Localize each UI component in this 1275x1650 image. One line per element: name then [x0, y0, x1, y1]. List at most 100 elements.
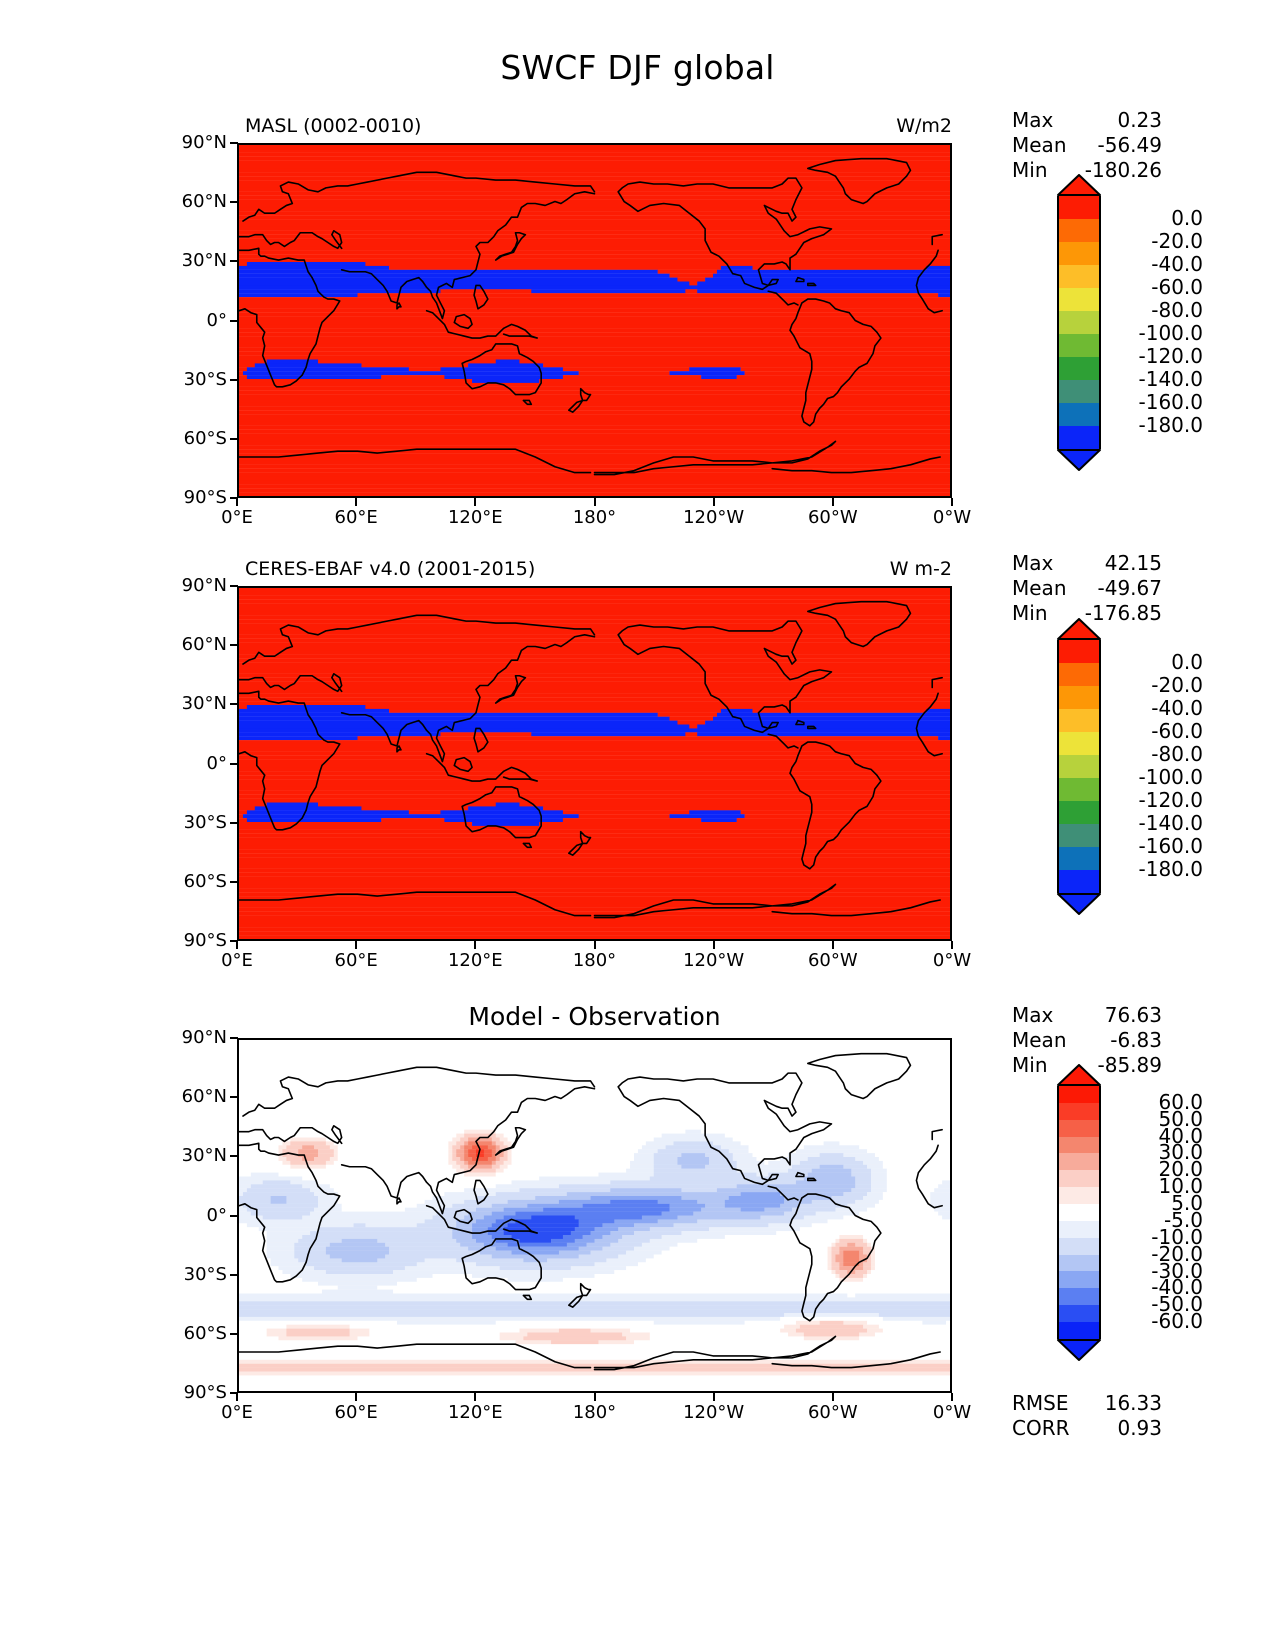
colorbar-segment — [1059, 196, 1099, 219]
panel-model-units: W/m2 — [896, 115, 952, 137]
xtick-mark — [951, 941, 953, 949]
colorbar-arrow-bottom-icon — [1057, 893, 1101, 915]
colorbar-segment — [1059, 426, 1099, 449]
stat-row: Max 0.23 — [1012, 108, 1162, 133]
stat-key: Min — [1012, 1053, 1048, 1077]
stat-row: Min -180.26 — [1012, 158, 1162, 183]
xtick-mark — [831, 1393, 834, 1401]
ytick-label: 90°N — [181, 1027, 227, 1048]
stat-row: Min -176.85 — [1012, 601, 1162, 626]
stat-value: 42.15 — [1104, 551, 1162, 575]
stat-key: Max — [1012, 551, 1054, 575]
xtick-mark — [236, 498, 238, 506]
xtick-mark — [355, 1393, 358, 1401]
colorbar-tick-label: -180.0 — [1138, 413, 1203, 437]
xtick-label: 60°E — [334, 950, 378, 971]
colorbar-segment — [1059, 801, 1099, 824]
stat-value: -180.26 — [1084, 158, 1162, 182]
xtick-mark — [593, 1393, 596, 1401]
xtick-label: 120°W — [683, 950, 745, 971]
ytick-mark — [230, 585, 238, 587]
ytick-label: 30°N — [181, 250, 227, 272]
colorbar-segment — [1059, 1254, 1099, 1272]
colorbar-arrow-top-icon — [1057, 174, 1101, 196]
stat-key: Min — [1012, 601, 1048, 625]
xtick-mark — [831, 498, 834, 506]
stat-value: 0.23 — [1117, 108, 1162, 132]
stat-value: -6.83 — [1110, 1028, 1162, 1052]
xtick-label: 60°W — [807, 950, 858, 971]
ytick-label: 90°N — [181, 575, 227, 596]
xtick-label: 0°W — [932, 950, 972, 971]
map-model — [237, 143, 952, 498]
colorbar-segment — [1059, 1288, 1099, 1306]
panel-model-caption: MASL (0002-0010) — [245, 115, 422, 137]
xtick-mark — [474, 498, 477, 506]
ytick-label: 90°S — [183, 930, 227, 951]
xtick-mark — [951, 498, 953, 506]
ytick-label: 30°N — [181, 1145, 227, 1167]
colorbar-tick-label: -180.0 — [1138, 857, 1203, 881]
ytick-mark — [230, 142, 238, 144]
colorbar-segment — [1059, 778, 1099, 801]
colorbar-scale — [1057, 196, 1101, 449]
colorbar-segment — [1059, 1136, 1099, 1154]
panel-difference-title: Model - Observation — [468, 1002, 721, 1031]
ytick-label: 0° — [206, 752, 227, 774]
ytick-mark — [230, 1155, 238, 1158]
colorbar-segment — [1059, 1305, 1099, 1323]
colorbar-labels: 60.0 50.0 40.0 30.0 20.0 10.0 5.0 -5.0 -10.0 -20.… — [1111, 1086, 1203, 1339]
ytick-label: 60°S — [183, 870, 227, 892]
stat-value: 76.63 — [1104, 1003, 1162, 1027]
colorbar-tick-label: 5.0 — [1171, 1191, 1203, 1216]
xtick-mark — [593, 941, 596, 949]
stat-key: Mean — [1012, 1028, 1067, 1052]
colorbar-segment — [1059, 1204, 1099, 1221]
ytick-mark — [230, 497, 238, 499]
footer-stat-value: 0.93 — [1117, 1416, 1162, 1440]
colorbar-tick-label: -140.0 — [1138, 367, 1203, 391]
ytick-label: 0° — [206, 1204, 227, 1226]
stat-key: Max — [1012, 1003, 1054, 1027]
colorbar-arrow-bottom-icon — [1057, 449, 1101, 471]
colorbar-segment — [1059, 824, 1099, 847]
xtick-label: 0°E — [221, 950, 253, 971]
ytick-label: 30°N — [181, 693, 227, 715]
xtick-label: 120°W — [683, 507, 745, 528]
xtick-mark — [236, 941, 238, 949]
footer-stat-key: RMSE — [1012, 1391, 1069, 1415]
xtick-label: 60°W — [807, 1402, 858, 1423]
stat-value: -49.67 — [1097, 576, 1162, 600]
ytick-mark — [230, 1096, 238, 1099]
stats-observation: Max 42.15 Mean -49.67 Min -176.85 — [1012, 551, 1162, 626]
map-field-model — [239, 145, 950, 496]
colorbar-tick-label: -10.0 — [1151, 1224, 1203, 1249]
colorbar-tick-label: 0.0 — [1171, 650, 1203, 674]
colorbar-segment — [1059, 732, 1099, 755]
colorbar-segment — [1059, 1220, 1099, 1238]
xtick-label: 180° — [572, 507, 617, 528]
footer-stat-row: RMSE 16.33 — [1012, 1391, 1162, 1416]
ytick-mark — [230, 1037, 238, 1039]
xtick-label: 0°E — [221, 507, 253, 528]
colorbar-tick-label: -160.0 — [1138, 834, 1203, 858]
xtick-mark — [951, 1393, 953, 1401]
stat-row: Min -85.89 — [1012, 1053, 1162, 1078]
colorbar-tick-label: -120.0 — [1138, 788, 1203, 812]
ytick-mark — [230, 378, 238, 381]
xtick-label: 120°W — [683, 1402, 745, 1423]
colorbar-segment — [1059, 709, 1099, 732]
xtick-mark — [712, 941, 715, 949]
colorbar-segment — [1059, 1170, 1099, 1188]
ytick-label: 60°S — [183, 427, 227, 449]
colorbar-tick-label: -140.0 — [1138, 811, 1203, 835]
colorbar-segment — [1059, 1271, 1099, 1289]
xtick-label: 120°E — [447, 507, 503, 528]
colorbar-tick-label: 50.0 — [1158, 1106, 1203, 1131]
ytick-label: 60°N — [181, 1086, 227, 1108]
colorbar-observation: 0.0 -20.0 -40.0 -60.0 -80.0 -100.0 -120.0 -140.… — [1057, 618, 1203, 915]
colorbar-tick-label: -30.0 — [1151, 1258, 1203, 1283]
colorbar-tick-label: -40.0 — [1151, 252, 1203, 276]
colorbar-segment — [1059, 686, 1099, 709]
stat-key: Mean — [1012, 133, 1067, 157]
